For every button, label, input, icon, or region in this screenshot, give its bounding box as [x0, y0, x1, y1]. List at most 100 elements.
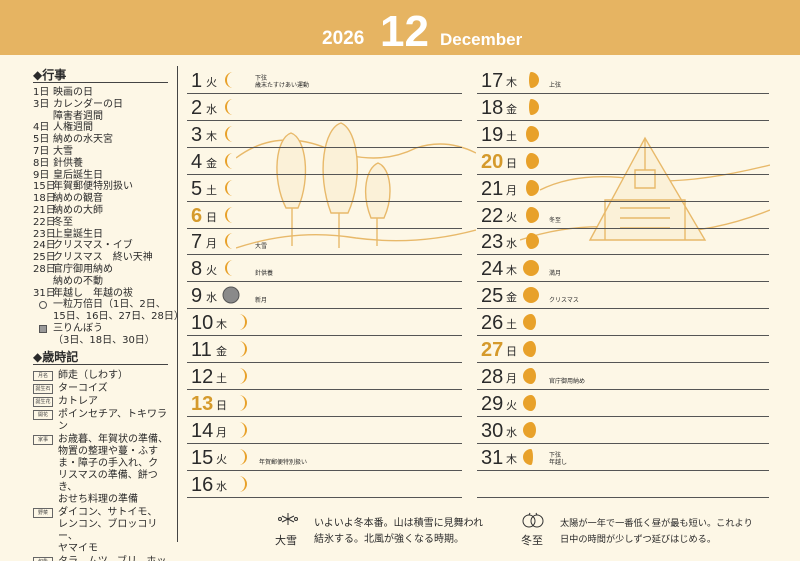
seasonal-tag: 野菜	[33, 508, 53, 518]
mark-legend-text: 一粒万倍日（1日、2日、	[53, 299, 166, 311]
day-number: 4	[191, 150, 203, 173]
day-event-line: 冬至	[549, 216, 562, 224]
day-number: 15	[191, 446, 214, 469]
solar-term-taisetsu-text: いよいよ冬本番。山は積雪に見舞われ 結氷する。北風が強くなる時期。	[314, 516, 514, 548]
event-date: 28日	[33, 263, 56, 275]
day-event-line: 年越し	[549, 458, 568, 466]
event-text: 大雪	[53, 145, 73, 157]
weekday-label: 水	[206, 291, 217, 305]
event-item: 障害者週間	[33, 111, 173, 123]
moon-phase-icon	[232, 340, 250, 358]
seasonal-text: お歳暮、年賀状の準備、 物置の整理や蔓・ふす ま・障子の手入れ、ク リスマスの準備、餅…	[58, 434, 173, 506]
day-event: クリスマス	[549, 297, 579, 304]
weekday-label: 水	[216, 479, 227, 493]
day-number: 22	[481, 204, 504, 227]
event-text: クリスマス 終い天神	[53, 252, 153, 264]
yuzu-icon	[522, 512, 544, 528]
day-row: 25 金 クリスマス	[477, 283, 769, 310]
day-row: 14 月	[187, 418, 462, 444]
blank-row	[477, 472, 769, 498]
seasonal-line: カトレア	[58, 396, 98, 407]
event-date: 8日	[33, 157, 50, 169]
day-event: 新月	[255, 297, 267, 304]
weekday-label: 火	[206, 264, 217, 278]
day-event-line: 針供養	[255, 270, 274, 278]
day-event-line: 歳末たすけあい運動	[255, 82, 310, 89]
event-date: 3日	[33, 98, 50, 110]
seasonal-line: リスマスの準備、餅つき、	[58, 470, 158, 493]
event-text: 納めの不動	[53, 275, 103, 287]
event-item: 4日 人権週間	[33, 122, 173, 134]
event-text: 納めの観音	[53, 193, 103, 205]
event-date: 9日	[33, 169, 50, 181]
mark-legend-line: 一粒万倍日（1日、2日、	[33, 299, 173, 311]
moon-phase-icon	[522, 232, 540, 250]
event-item: 納めの不動	[33, 276, 173, 288]
year-label: 2026	[322, 28, 365, 49]
snowflake-icon	[278, 513, 298, 525]
mark-legend-text: 15日、16日、27日、28日）	[53, 311, 184, 323]
square-mark-icon	[33, 323, 53, 335]
day-number: 1	[191, 70, 203, 92]
taisetsu-line-1: いよいよ冬本番。山は積雪に見舞われ	[314, 518, 484, 529]
day-row: 27 日	[477, 337, 769, 363]
day-event-line: 満月	[549, 270, 562, 278]
weekday-label: 土	[506, 129, 517, 143]
day-row: 10 木	[187, 310, 462, 337]
day-number: 28	[481, 365, 504, 388]
day-number: 14	[191, 419, 214, 442]
event-text: 納めの水天宮	[53, 134, 113, 146]
moon-phase-icon	[522, 206, 540, 224]
event-text: 上皇誕生日	[53, 228, 103, 240]
seasonal-tag: 月名	[33, 371, 53, 381]
day-event-line: 大雪	[255, 243, 268, 251]
seasonal-text: ポインセチア、トキワラン	[58, 409, 173, 433]
touji-line-1: 太陽が一年で一番低く昼が最も短い。これより	[560, 518, 753, 529]
event-text: 映画の日	[53, 87, 93, 98]
day-number: 27	[481, 339, 504, 361]
moon-phase-icon	[522, 179, 540, 197]
moon-phase-icon	[222, 206, 240, 224]
circle-mark-icon	[33, 299, 53, 311]
seasonal-list: 月名 師走（しわす） 誕生石 ターコイズ 誕生花 カトレア 開花 ポインセチア、トキワラン 家事…	[33, 370, 173, 561]
day-row: 28 月官庁御用納め	[477, 364, 769, 390]
weekday-label: 月	[206, 237, 217, 251]
seasonal-tag: 誕生花	[33, 397, 53, 407]
touji-line-2: 日中の時間が少しずつ延びはじめる。	[560, 534, 717, 545]
moon-phase-icon	[522, 259, 540, 277]
day-event-line: 上弦	[549, 82, 562, 89]
day-number: 6	[191, 204, 203, 227]
seasonal-title-underline	[33, 364, 168, 365]
moon-phase-icon	[232, 448, 250, 466]
day-number: 17	[481, 70, 504, 92]
moon-phase-icon	[522, 152, 540, 170]
seasonal-item: 誕生花 カトレア	[33, 396, 173, 408]
day-row: 9 水 新月	[187, 283, 462, 310]
weekday-label: 日	[506, 156, 517, 170]
day-row: 13 日	[187, 391, 462, 417]
weekday-label: 火	[506, 210, 517, 224]
moon-phase-icon	[222, 98, 240, 116]
day-row: 8 火 針供養	[187, 256, 462, 283]
day-event-line: 年賀郵便特別扱い	[259, 458, 308, 466]
seasonal-line: お歳暮、年賀状の準備、	[58, 434, 168, 445]
day-row: 17 木 上弦	[477, 68, 769, 94]
day-number: 16	[191, 473, 214, 496]
seasonal-line: 物置の整理や蔓・ふす	[58, 446, 158, 457]
day-number: 7	[191, 231, 203, 254]
seasonal-line: おせち料理の準備	[58, 494, 138, 505]
event-text: 皇后誕生日	[53, 169, 103, 181]
event-text: クリスマス・イブ	[53, 240, 133, 252]
month-header: 2026 12 December	[0, 0, 800, 55]
month-number: 12	[380, 7, 429, 56]
seasonal-tag: 開花	[33, 410, 53, 420]
event-text: 納めの大師	[53, 204, 103, 216]
event-text: 官庁御用納め	[53, 263, 113, 275]
seasonal-line: ダイコン、サトイモ、	[58, 507, 158, 518]
moon-phase-icon	[522, 71, 540, 89]
moon-phase-icon	[522, 448, 540, 466]
